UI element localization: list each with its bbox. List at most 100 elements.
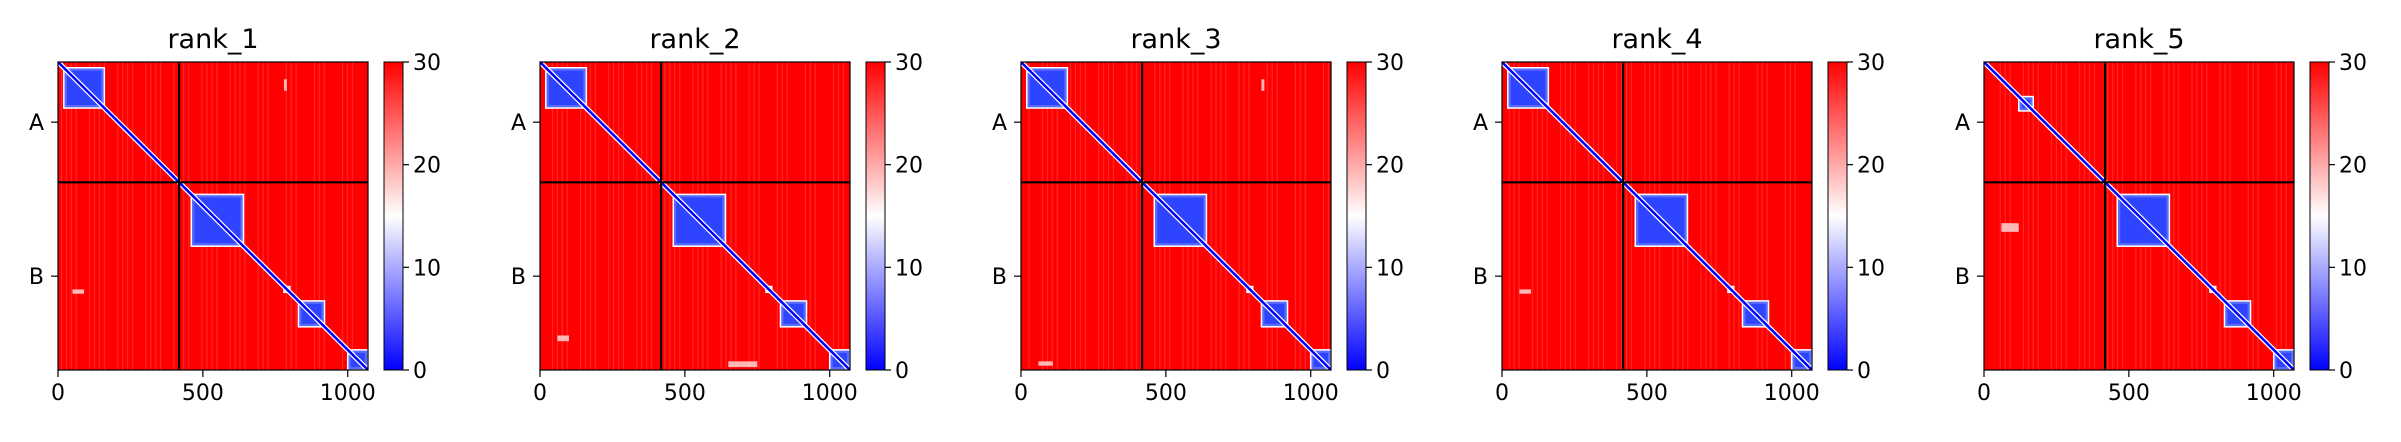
heatmap-stripe	[318, 62, 320, 370]
x-tick-label: 1000	[2246, 381, 2302, 406]
heatmap-hotspot	[283, 79, 287, 91]
heatmap-stripe	[2055, 62, 2058, 370]
heatmap-diagonal	[58, 62, 368, 370]
heatmap-stripe	[814, 62, 816, 370]
heatmap-stripe	[1238, 62, 1240, 370]
heatmap-stripe	[781, 62, 783, 370]
heatmap-stripe	[1715, 62, 1717, 370]
colorbar	[1346, 61, 1367, 371]
heatmap-stripe	[613, 62, 615, 370]
heatmap-stripe	[1271, 62, 1273, 370]
heatmap-stripe	[1248, 62, 1250, 370]
heatmap-stripe	[1220, 62, 1222, 370]
chain-label-A: A	[992, 111, 1007, 136]
x-tick-label: 0	[533, 381, 547, 406]
heatmap-stripe	[98, 62, 101, 370]
x-tick-label: 500	[2108, 381, 2150, 406]
x-tick-label: 0	[1014, 381, 1028, 406]
heatmap-stripe	[1266, 62, 1268, 370]
heatmap-stripe	[346, 62, 349, 370]
heatmap-hotspot	[1038, 361, 1053, 366]
heatmap-stripe	[150, 62, 152, 370]
colorbar-tick-label: 0	[2339, 359, 2353, 384]
x-tick-label: 0	[51, 381, 65, 406]
heatmap-diagonal	[540, 62, 850, 370]
heatmap-stripe	[1626, 62, 1628, 370]
heatmap-stripe	[561, 62, 563, 370]
heatmap-stripe	[262, 62, 264, 370]
heatmap-stripe	[2178, 62, 2180, 370]
x-tick-label: 500	[1626, 381, 1668, 406]
heatmap-stripe	[1710, 62, 1712, 370]
chain-label-B: B	[992, 265, 1007, 290]
heatmap-stripe	[155, 62, 157, 370]
heatmap-stripe	[2257, 62, 2259, 370]
heatmap-panel-4: rank_4 0 500 1000 A B 0 10 20 30	[1473, 24, 1885, 406]
heatmap-stripe	[1299, 62, 1301, 370]
heatmap-stripe	[188, 62, 190, 370]
heatmap-stripe	[145, 62, 147, 370]
heatmap-frame	[539, 61, 851, 371]
heatmap-stripe	[1215, 62, 1217, 370]
heatmap-stripe	[1225, 62, 1227, 370]
heatmap-hotspot	[728, 361, 758, 368]
heatmap-stripe	[1728, 62, 1730, 370]
heatmap-frame	[57, 61, 369, 371]
heatmap-stripe	[2224, 62, 2226, 370]
x-tick-label: 1000	[1764, 381, 1820, 406]
heatmap-stripe	[131, 62, 134, 370]
heatmap-stripe	[93, 62, 96, 370]
heatmap-stripe	[1531, 62, 1534, 370]
heatmap-stripe	[1536, 62, 1538, 370]
heatmap-stripe	[1592, 62, 1595, 370]
heatmap-stripe	[1131, 62, 1133, 370]
heatmap-stripe	[122, 62, 124, 370]
heatmap-stripe	[1569, 62, 1571, 370]
heatmap-stripe	[1766, 62, 1768, 370]
heatmap-stripe	[1084, 62, 1086, 370]
chain-label-B: B	[511, 265, 526, 290]
panel-title: rank_3	[1130, 24, 1221, 55]
heatmap-stripe	[735, 62, 737, 370]
heatmap-stripe	[2219, 62, 2221, 370]
heatmap-stripe	[2252, 62, 2254, 370]
heatmap-stripe	[159, 62, 162, 370]
heatmap-stripe	[1074, 62, 1077, 370]
heatmap-stripe	[1243, 62, 1245, 370]
heatmap-stripe	[617, 62, 620, 370]
heatmap-stripe	[2037, 62, 2039, 370]
heatmap-stripe	[1327, 62, 1330, 370]
heatmap-stripe	[842, 62, 844, 370]
heatmap-stripe	[646, 62, 648, 370]
heatmap-stripe	[556, 62, 559, 370]
heatmap-body	[540, 62, 850, 370]
heatmap-stripe	[622, 62, 625, 370]
heatmap-stripe	[1079, 62, 1082, 370]
heatmap-stripe	[2027, 62, 2029, 370]
heatmap-stripe	[1508, 62, 1510, 370]
heatmap-stripe	[594, 62, 596, 370]
heatmap-stripe	[2206, 62, 2208, 370]
heatmap-stripe	[1616, 62, 1618, 370]
heatmap-stripe	[1513, 62, 1515, 370]
panel-title: rank_1	[167, 24, 258, 55]
panel-title: rank_4	[1611, 24, 1702, 55]
heatmap-stripe	[2275, 62, 2277, 370]
heatmap-stripe	[566, 62, 568, 370]
heatmap-stripe	[1210, 62, 1212, 370]
colorbar-tick-label: 30	[1376, 51, 1404, 76]
heatmap-body	[1984, 62, 2294, 370]
heatmap-stripe	[2201, 62, 2203, 370]
heatmap-stripe	[804, 62, 807, 370]
heatmap-stripe	[2065, 62, 2067, 370]
heatmap-stripe	[1056, 62, 1058, 370]
heatmap-stripe	[1102, 62, 1105, 370]
heatmap-stripe	[2280, 62, 2282, 370]
heatmap-diagonal	[1021, 62, 1331, 370]
heatmap-frame	[1501, 61, 1813, 371]
heatmap-stripe	[1294, 62, 1296, 370]
heatmap-stripe	[650, 62, 653, 370]
colorbar-tick-label: 0	[895, 359, 909, 384]
heatmap-stripe	[2285, 62, 2287, 370]
